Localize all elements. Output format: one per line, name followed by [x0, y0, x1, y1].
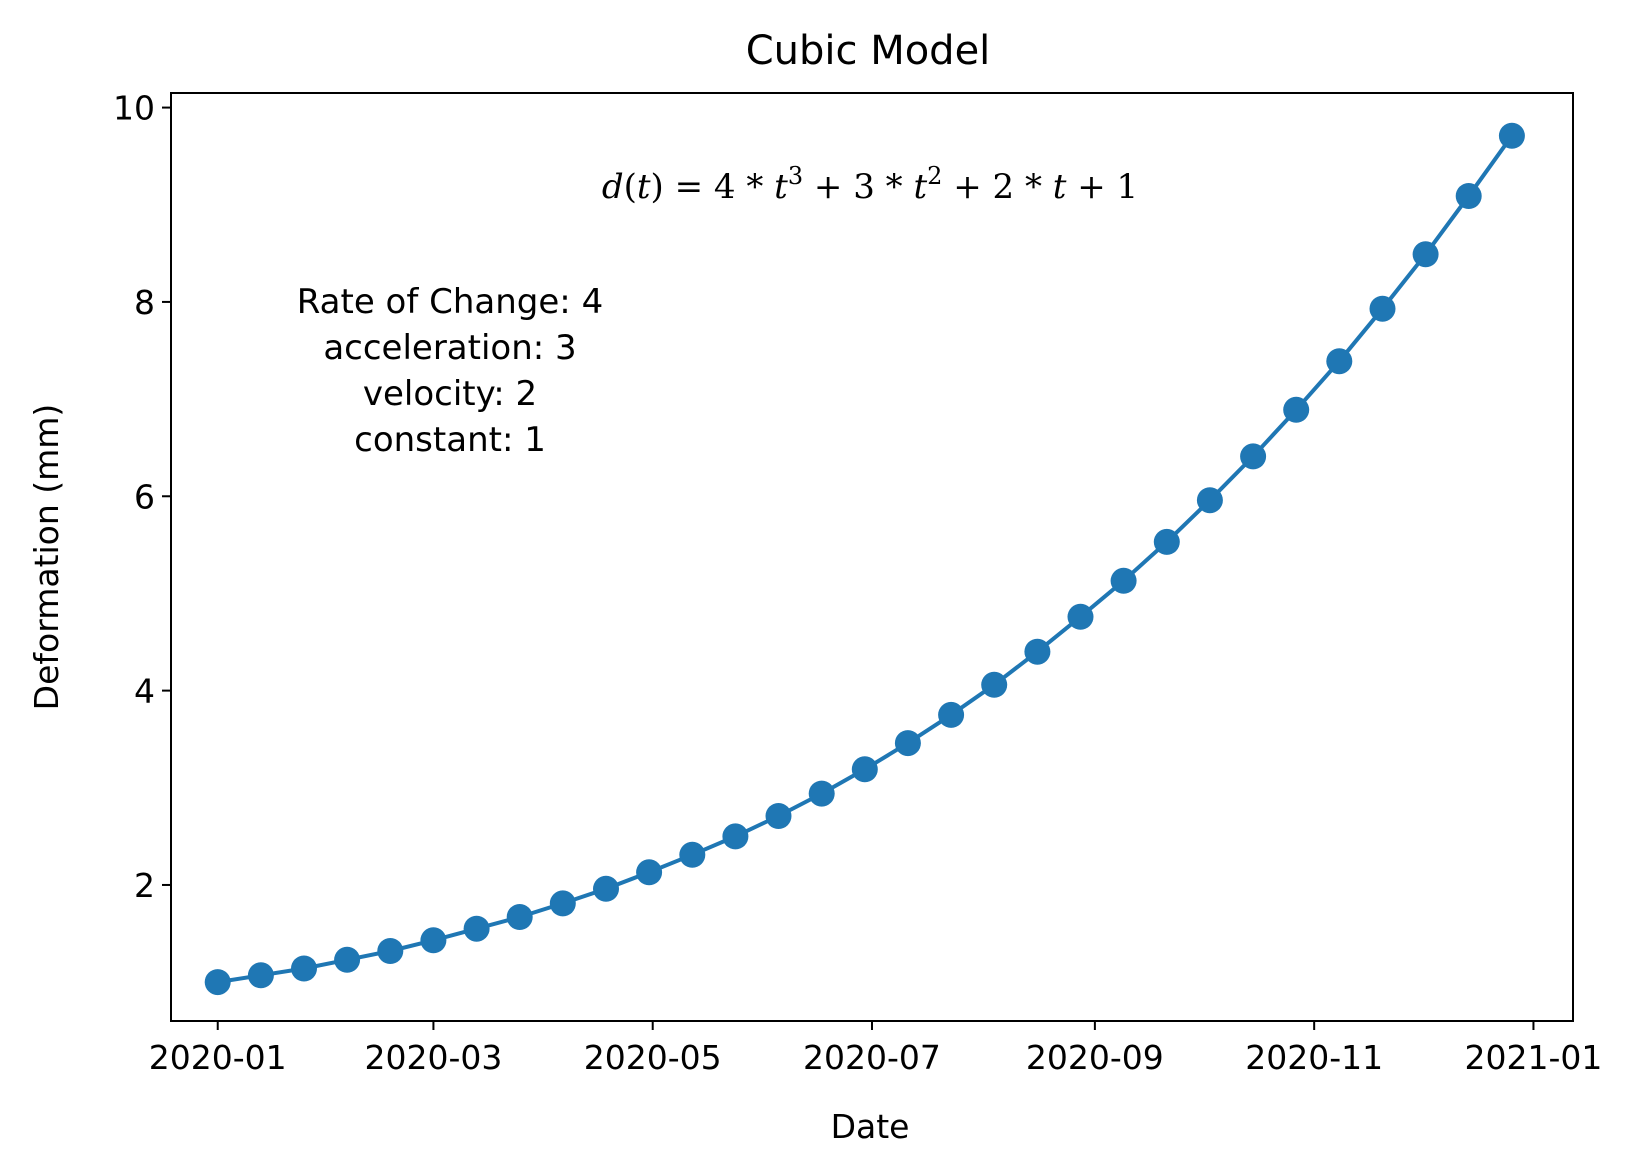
data-point: [938, 701, 965, 728]
data-point: [1067, 603, 1094, 630]
data-point: [549, 890, 576, 917]
formula-open-paren: (: [624, 167, 637, 207]
formula-plus-3: + 3 *: [803, 167, 913, 207]
formula-t-linear: t: [1053, 167, 1067, 207]
formula-t-arg: t: [637, 167, 651, 207]
data-point: [1283, 396, 1310, 423]
data-point: [1412, 241, 1439, 268]
data-point: [204, 969, 231, 996]
formula-sup-2: 2: [927, 162, 942, 190]
data-point: [722, 823, 749, 850]
x-tick-label: 2020-01: [149, 1038, 287, 1077]
formula-annotation: d(t) = 4 * t3 + 3 * t2 + 2 * t + 1: [602, 162, 1138, 207]
formula-sup-3: 3: [788, 162, 803, 190]
x-tick-label: 2021-01: [1465, 1038, 1603, 1077]
x-axis-label: Date: [831, 1107, 910, 1146]
data-point: [334, 946, 361, 973]
data-point: [1110, 567, 1137, 594]
x-tick-label: 2020-09: [1026, 1038, 1164, 1077]
x-axis: 2020-01 2020-03 2020-05 2020-07 2020-09 2020-…: [149, 1021, 1603, 1077]
formula-t-squared: t: [913, 167, 927, 207]
data-point: [1369, 295, 1396, 322]
x-tick-label: 2020-07: [803, 1038, 941, 1077]
data-point: [894, 730, 921, 757]
data-point: [851, 756, 878, 783]
x-tick-label: 2020-05: [584, 1038, 722, 1077]
coefficient-velocity: velocity: 2: [363, 374, 537, 414]
data-point: [679, 841, 706, 868]
formula-plus-1: + 1: [1066, 167, 1138, 207]
coefficient-acceleration: acceleration: 3: [323, 328, 576, 368]
formula-plus-2: + 2 *: [942, 167, 1052, 207]
data-point: [808, 780, 835, 807]
formula-t-cubed: t: [774, 167, 788, 207]
coefficients-annotation: Rate of Change: 4 acceleration: 3 veloci…: [297, 282, 603, 460]
data-point: [506, 904, 533, 930]
data-point: [1024, 638, 1051, 665]
y-tick-label: 6: [134, 477, 155, 516]
data-point: [981, 671, 1008, 698]
y-tick-label: 2: [134, 866, 155, 905]
data-point: [291, 955, 317, 982]
y-axis: 2 4 6 8 10: [113, 89, 171, 905]
data-point: [1240, 443, 1267, 470]
data-point: [593, 875, 619, 902]
data-point: [1498, 122, 1525, 149]
data-point: [765, 803, 792, 829]
data-point: [1196, 487, 1223, 514]
data-point: [636, 859, 663, 886]
data-point: [463, 915, 490, 942]
data-point: [420, 927, 447, 954]
x-tick-label: 2020-11: [1245, 1038, 1383, 1077]
data-point: [247, 962, 274, 989]
formula-equals: ) = 4 *: [651, 167, 775, 207]
formula-d: d: [602, 167, 624, 207]
coefficient-rate-of-change: Rate of Change: 4: [297, 282, 603, 322]
data-point: [1153, 528, 1180, 555]
series-deformation: [204, 122, 1525, 996]
y-axis-label: Deformation (mm): [27, 404, 66, 711]
x-tick-label: 2020-03: [364, 1038, 502, 1077]
chart-title: Cubic Model: [746, 28, 991, 74]
y-tick-label: 8: [134, 283, 155, 322]
data-point: [1455, 183, 1482, 209]
coefficient-constant: constant: 1: [354, 420, 546, 460]
data-point: [377, 938, 404, 964]
y-tick-label: 4: [134, 672, 155, 711]
y-tick-label: 10: [113, 89, 155, 128]
data-point: [1326, 348, 1353, 375]
